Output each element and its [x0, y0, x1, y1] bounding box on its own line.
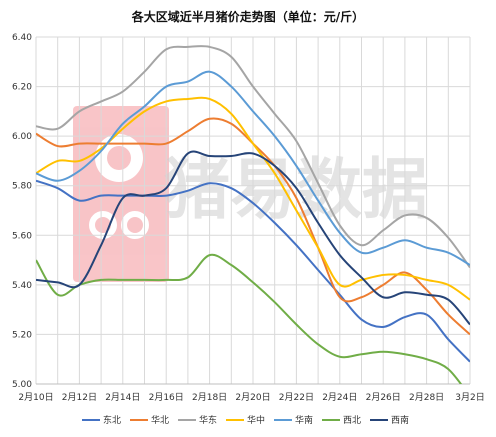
y-tick-label: 5.40	[12, 281, 32, 291]
series-line	[36, 70, 470, 266]
legend-label: 西北	[343, 415, 361, 426]
legend-label: 华中	[247, 414, 265, 426]
legend-label: 西南	[391, 414, 409, 426]
x-tick-label: 2月26日	[366, 392, 401, 403]
y-tick-label: 6.00	[12, 132, 32, 142]
grid	[35, 36, 471, 385]
y-tick-label: 5.00	[12, 380, 32, 390]
x-tick-label: 3月2日	[455, 392, 484, 403]
series-line	[36, 253, 463, 384]
legend: 东北 华北 华东 华中 华南 西北 西南	[82, 414, 409, 426]
series-lines	[36, 45, 470, 384]
legend-label: 华南	[295, 414, 313, 426]
y-tick-label: 6.20	[12, 83, 32, 93]
x-tick-label: 2月16日	[149, 392, 184, 403]
y-tick-label: 6.40	[12, 33, 32, 43]
x-tick-label: 2月22日	[279, 392, 314, 403]
watermark-logo-circle	[95, 134, 143, 182]
y-tick-label: 5.60	[12, 231, 32, 241]
series-line	[36, 150, 470, 326]
chart-title: 各大区域近半月猪价走势图（单位：元/斤）	[131, 9, 364, 24]
x-tick-label: 2月12日	[62, 392, 97, 403]
x-tick-label: 2月10日	[18, 392, 53, 403]
legend-label: 东北	[103, 414, 121, 426]
x-tick-label: 2月20日	[235, 392, 270, 403]
series-line	[36, 179, 470, 363]
y-axis: 5.00 5.20 5.40 5.60 5.80 6.00 6.20 6.40	[12, 33, 32, 390]
series-line	[36, 45, 470, 269]
legend-label: 华东	[199, 414, 217, 426]
legend-label: 华北	[151, 414, 169, 426]
x-tick-label: 2月24日	[322, 392, 357, 403]
watermark-logo-ring-right	[121, 211, 149, 239]
y-tick-label: 5.80	[12, 182, 32, 192]
x-axis: 2月10日 2月12日 2月14日 2月16日 2月18日 2月20日 2月22日 2月24日…	[18, 392, 484, 403]
watermark-logo-dot	[107, 146, 131, 170]
x-tick-label: 2月28日	[409, 392, 444, 403]
y-tick-label: 5.20	[12, 330, 32, 340]
x-tick-label: 2月14日	[105, 392, 140, 403]
watermark-logo-ring-left	[89, 211, 117, 239]
x-tick-label: 2月18日	[192, 392, 227, 403]
